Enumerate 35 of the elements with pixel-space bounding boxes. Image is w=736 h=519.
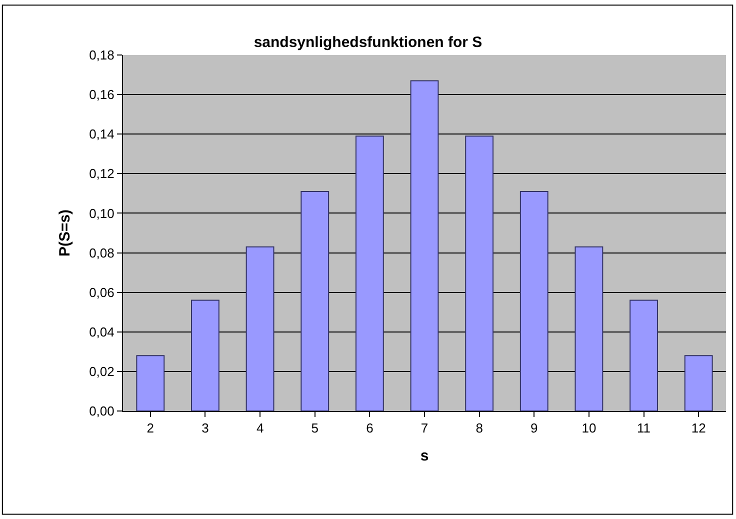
x-axis-title: s bbox=[420, 448, 429, 465]
bar bbox=[136, 355, 165, 411]
y-tick-label: 0,06 bbox=[89, 284, 114, 300]
y-tick-label: 0,08 bbox=[89, 245, 114, 260]
bar bbox=[684, 355, 713, 411]
y-tick-label: 0,18 bbox=[89, 48, 114, 63]
x-tick-label: 2 bbox=[146, 420, 154, 436]
chart-title: sandsynlighedsfunktionen for S bbox=[254, 34, 482, 51]
y-tick-label: 0,16 bbox=[89, 87, 114, 102]
x-tick-label: 4 bbox=[256, 420, 264, 436]
x-tick-label: 6 bbox=[366, 420, 374, 436]
x-tick-label: 8 bbox=[476, 420, 483, 436]
bar bbox=[574, 246, 604, 411]
bar bbox=[630, 300, 658, 411]
y-tick-label: 0,12 bbox=[89, 166, 114, 182]
x-tick-label: 7 bbox=[420, 420, 428, 436]
bar bbox=[520, 190, 548, 411]
y-tick-label: 0,04 bbox=[89, 324, 114, 340]
bar bbox=[465, 136, 494, 411]
x-tick-label: 12 bbox=[691, 420, 706, 436]
x-tick-label: 9 bbox=[530, 420, 538, 436]
bar bbox=[355, 136, 384, 411]
y-tick-label: 0,10 bbox=[89, 206, 114, 221]
y-tick-label: 0,14 bbox=[89, 126, 114, 142]
bar bbox=[300, 190, 330, 411]
y-tick-label: 0,00 bbox=[89, 404, 114, 419]
x-tick-label: 10 bbox=[582, 420, 596, 436]
x-tick-label: 3 bbox=[202, 420, 209, 436]
y-axis-title: P(S=s) bbox=[56, 209, 74, 257]
x-tick-label: 11 bbox=[637, 420, 651, 436]
y-tick-label: 0,02 bbox=[89, 364, 114, 379]
bar bbox=[410, 80, 439, 411]
bar bbox=[246, 246, 274, 411]
x-tick-label: 5 bbox=[311, 420, 318, 436]
bar bbox=[191, 300, 220, 411]
